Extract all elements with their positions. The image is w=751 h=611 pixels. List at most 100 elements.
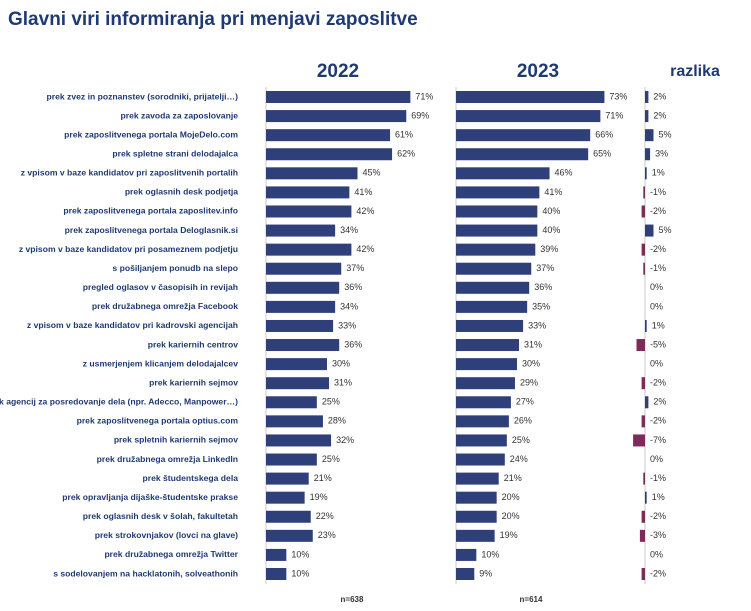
bar: [456, 548, 477, 561]
bar: [456, 262, 532, 275]
value-label: 20%: [502, 511, 520, 521]
value-label: 45%: [363, 168, 381, 178]
value-label: 10%: [481, 549, 499, 559]
value-label: 29%: [520, 378, 538, 388]
bar: [456, 243, 536, 256]
category-label: prek kariernih sejmov: [149, 377, 238, 387]
value-label: 19%: [500, 530, 518, 540]
value-label: 40%: [542, 225, 560, 235]
value-label: 32%: [336, 435, 354, 445]
bar: [456, 529, 495, 542]
bar: [456, 510, 497, 523]
category-label: prek zavoda za zaposlovanje: [121, 110, 239, 120]
bar: [266, 205, 352, 218]
panel-title: razlika: [670, 63, 720, 80]
category-label: prek družabnega omrežja LinkedIn: [97, 454, 238, 464]
value-label: 34%: [340, 225, 358, 235]
bar: [266, 396, 317, 409]
bar: [266, 167, 358, 180]
value-label: 24%: [510, 454, 528, 464]
value-label: 36%: [344, 339, 362, 349]
value-label: 35%: [532, 301, 550, 311]
value-label: 66%: [595, 130, 613, 140]
bar: [266, 434, 332, 447]
value-label: 3%: [655, 149, 668, 159]
bar: [266, 262, 342, 275]
category-label: pregled oglasov v časopisih in revijah: [83, 282, 238, 292]
value-label: 26%: [514, 416, 532, 426]
category-label: z vpisom v baze kandidatov pri kadrovski…: [27, 320, 238, 330]
value-label: 31%: [334, 378, 352, 388]
bar: [456, 91, 605, 103]
value-label: 21%: [504, 473, 522, 483]
bar: [456, 205, 538, 218]
bar: [266, 377, 330, 390]
bar: [645, 491, 647, 504]
bar: [645, 91, 649, 103]
bar: [456, 377, 515, 390]
value-label: 33%: [528, 320, 546, 330]
bar: [456, 300, 528, 313]
value-label: 37%: [346, 263, 364, 273]
bar: [645, 319, 647, 332]
category-label: prek zaposlitvenega portala Deloglasnik.…: [65, 225, 238, 235]
bar: [266, 491, 305, 504]
category-label: prek opravljanja dijaške-študentske prak…: [62, 492, 238, 502]
value-label: 61%: [395, 130, 413, 140]
bar: [456, 415, 509, 428]
value-label: -2%: [650, 378, 666, 388]
value-label: 25%: [322, 397, 340, 407]
category-label: prek kariernih centrov: [148, 339, 238, 349]
sample-note: n=638: [341, 595, 364, 604]
value-label: 9%: [479, 568, 492, 578]
value-label: 10%: [291, 549, 309, 559]
bar: [456, 339, 520, 352]
value-label: 0%: [650, 358, 663, 368]
bar: [641, 510, 645, 523]
value-label: -2%: [650, 416, 666, 426]
value-label: 2%: [653, 397, 666, 407]
bar: [643, 186, 645, 199]
value-label: 0%: [650, 454, 663, 464]
category-label: prek oglasnih desk v šolah, fakultetah: [83, 511, 238, 521]
bar: [456, 186, 540, 199]
value-label: 73%: [609, 91, 627, 101]
value-label: -1%: [650, 187, 666, 197]
value-label: 23%: [318, 530, 336, 540]
bar: [645, 224, 654, 237]
category-label: z vpisom v baze kandidatov pri posamezne…: [19, 244, 238, 254]
value-label: 41%: [354, 187, 372, 197]
bar: [266, 472, 309, 485]
value-label: 71%: [415, 91, 433, 101]
value-label: 25%: [512, 435, 530, 445]
bar: [456, 129, 591, 142]
value-label: 34%: [340, 301, 358, 311]
bar: [456, 453, 505, 466]
value-label: 0%: [650, 301, 663, 311]
category-label: z vpisom v baze kandidatov pri zaposlitv…: [21, 168, 238, 178]
category-label: prek zaposlitvenega portala zaposlitev.i…: [63, 206, 238, 216]
bar: [645, 167, 647, 180]
category-label: s sodelovanjem na hacklatonih, solveatho…: [53, 568, 238, 578]
value-label: 1%: [652, 320, 665, 330]
bar: [641, 243, 645, 256]
category-label: s pošiljanjem ponudb na slepo: [112, 263, 238, 273]
bar: [641, 568, 645, 580]
value-label: 21%: [314, 473, 332, 483]
bar: [641, 377, 645, 390]
bar: [456, 319, 524, 332]
value-label: 36%: [344, 282, 362, 292]
value-label: 19%: [310, 492, 328, 502]
bar: [266, 110, 407, 123]
bar: [633, 434, 645, 447]
value-label: -7%: [650, 435, 666, 445]
bar: [266, 319, 334, 332]
bar: [266, 243, 352, 256]
value-label: 37%: [536, 263, 554, 273]
value-label: 42%: [356, 244, 374, 254]
value-label: 71%: [605, 110, 623, 120]
bar: [456, 396, 511, 409]
value-label: -3%: [650, 530, 666, 540]
value-label: 30%: [522, 358, 540, 368]
